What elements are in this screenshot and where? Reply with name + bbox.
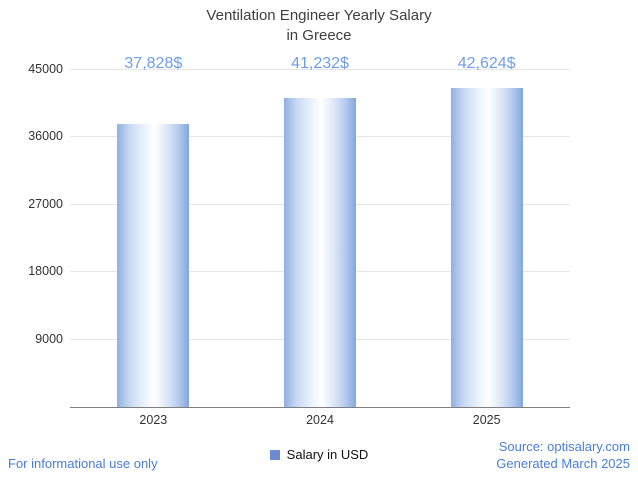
legend-swatch-icon xyxy=(269,449,280,460)
source-info: Source: optisalary.com Generated March 2… xyxy=(496,439,630,473)
gridline xyxy=(70,69,570,70)
y-tick-label: 45000 xyxy=(28,62,63,76)
generated-line: Generated March 2025 xyxy=(496,456,630,472)
chart-title-line1: Ventilation Engineer Yearly Salary xyxy=(206,7,432,24)
x-tick-label: 2025 xyxy=(472,413,501,427)
source-line: Source: optisalary.com xyxy=(498,439,630,455)
legend: Salary in USD xyxy=(0,447,638,462)
plot-area xyxy=(70,69,570,408)
disclaimer-text: For informational use only xyxy=(8,456,158,471)
y-tick-label: 18000 xyxy=(28,264,63,279)
bar-2024 xyxy=(284,98,356,407)
bar-2023 xyxy=(117,123,190,407)
chart-title: Ventilation Engineer Yearly Salary in Gr… xyxy=(0,6,638,47)
x-tick-label: 2023 xyxy=(139,413,168,427)
legend-label: Salary in USD xyxy=(286,447,369,462)
x-tick-label: 2024 xyxy=(306,413,334,427)
y-tick-label: 9000 xyxy=(35,331,63,346)
chart-title-line2: in Greece xyxy=(286,27,352,45)
y-tick-label: 27000 xyxy=(28,196,63,211)
y-tick-label: 36000 xyxy=(28,129,63,144)
bar-2025 xyxy=(450,87,523,407)
